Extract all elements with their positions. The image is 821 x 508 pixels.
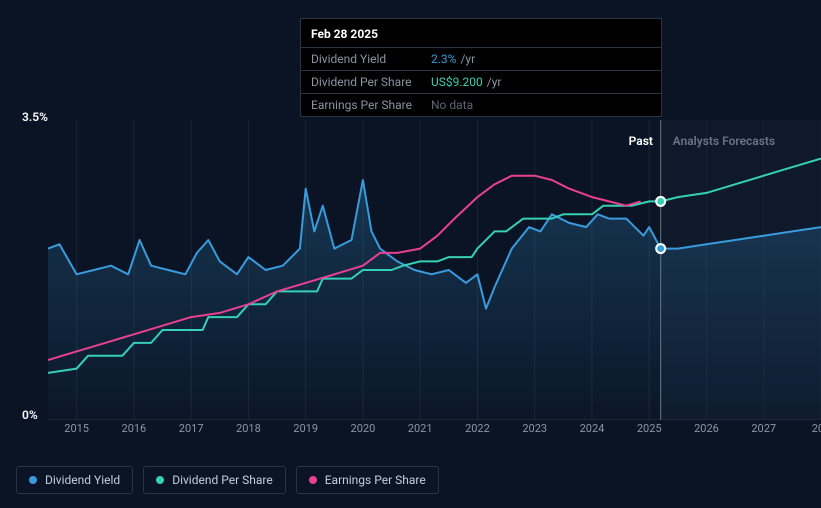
region-label-forecast: Analysts Forecasts [673, 134, 775, 148]
legend-item-dividend-yield[interactable]: Dividend Yield [16, 466, 133, 494]
tooltip-row-label: Dividend Yield [311, 52, 431, 66]
tooltip-date: Feb 28 2025 [301, 19, 661, 47]
tooltip-row-label: Dividend Per Share [311, 75, 431, 89]
legend-dot-icon [309, 476, 317, 484]
y-axis-max-label: 3.5% [22, 110, 48, 124]
x-axis-tick-label: 2026 [694, 422, 719, 435]
tooltip-row-label: Earnings Per Share [311, 98, 431, 112]
x-axis-tick-label: 2019 [293, 422, 318, 435]
tooltip-row-value: No data [431, 98, 473, 112]
x-axis-tick-label: 2022 [465, 422, 490, 435]
x-axis-tick-label: 2024 [580, 422, 605, 435]
legend-item-dividend-per-share[interactable]: Dividend Per Share [143, 466, 286, 494]
tooltip-row: Dividend Yield 2.3% /yr [301, 47, 661, 70]
x-axis-tick-label: 202 [812, 422, 821, 435]
tooltip-row: Dividend Per Share US$9.200 /yr [301, 70, 661, 93]
legend-label: Dividend Per Share [172, 473, 273, 487]
x-axis-tick-label: 2017 [179, 422, 204, 435]
x-axis-tick-label: 2018 [236, 422, 261, 435]
x-axis-tick-label: 2027 [751, 422, 776, 435]
legend-item-earnings-per-share[interactable]: Earnings Per Share [296, 466, 439, 494]
tooltip-row-value: 2.3% /yr [431, 52, 475, 66]
legend-label: Dividend Yield [45, 473, 120, 487]
x-axis-labels: 2015 2016 2017 2018 2019 2020 2021 2022 2023 2024… [48, 422, 821, 438]
x-axis-tick-label: 2016 [122, 422, 147, 435]
x-axis-tick-label: 2015 [64, 422, 89, 435]
chart-tooltip: Feb 28 2025 Dividend Yield 2.3% /yr Divi… [300, 18, 662, 117]
tooltip-row-value: US$9.200 /yr [431, 75, 502, 89]
region-label-past: Past [629, 134, 653, 148]
x-axis-tick-label: 2025 [637, 422, 662, 435]
legend: Dividend Yield Dividend Per Share Earnin… [16, 466, 439, 494]
chart-container: 3.5% 0% Past Analysts Forecasts 2015 2016… [0, 100, 821, 460]
x-axis-tick-label: 2021 [408, 422, 433, 435]
x-axis-tick-label: 2020 [351, 422, 376, 435]
legend-dot-icon [156, 476, 164, 484]
legend-dot-icon [29, 476, 37, 484]
tooltip-row: Earnings Per Share No data [301, 93, 661, 116]
chart-svg[interactable] [48, 120, 821, 420]
legend-label: Earnings Per Share [325, 473, 426, 487]
x-axis-tick-label: 2023 [522, 422, 547, 435]
y-axis-min-label: 0% [22, 408, 38, 422]
